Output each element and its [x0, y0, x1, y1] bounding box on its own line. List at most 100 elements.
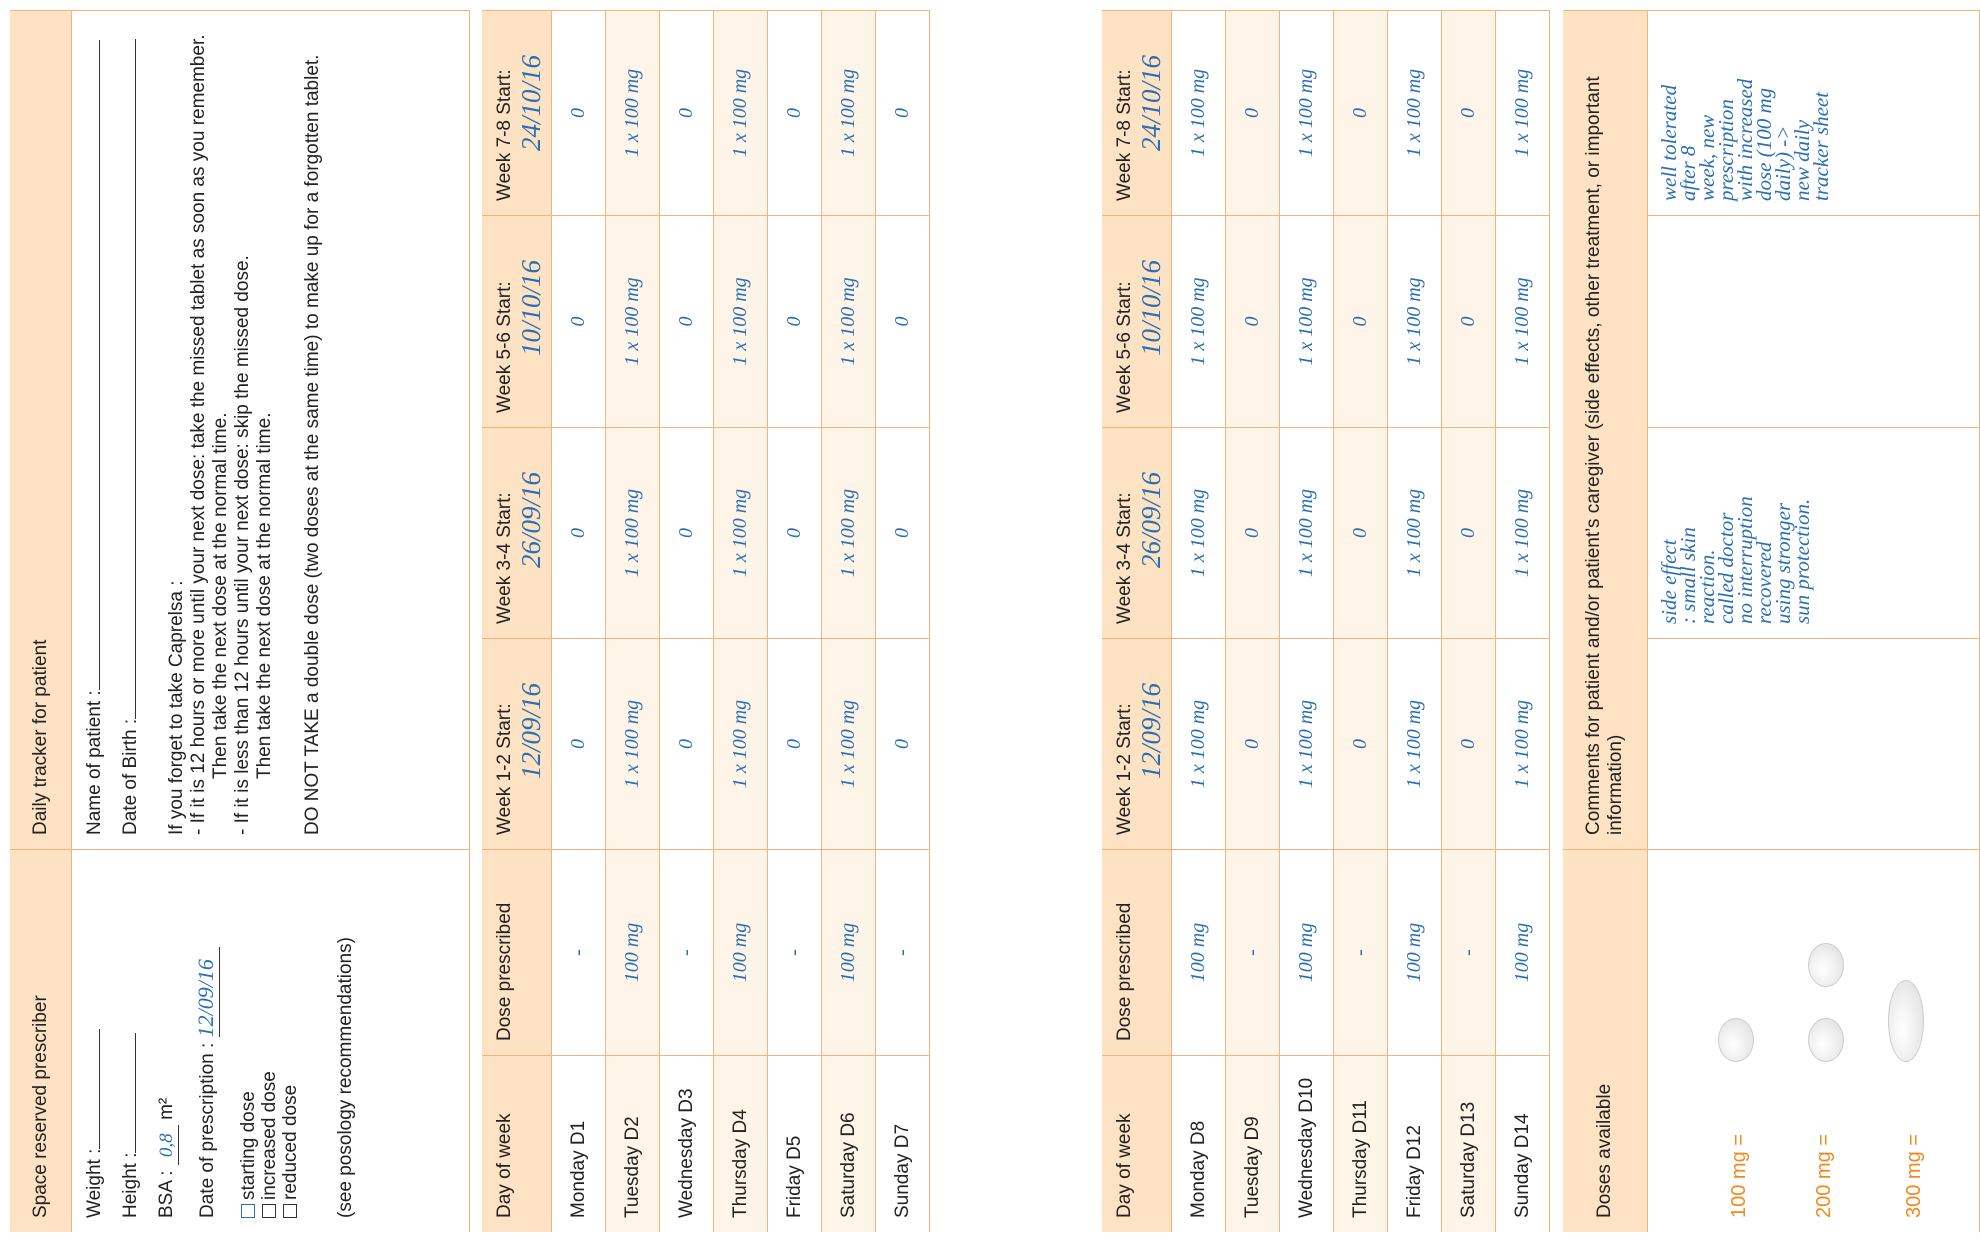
dose-cell: 0 — [660, 638, 714, 849]
dose-cell: - — [1334, 849, 1388, 1055]
header-label: Day of week — [1114, 1113, 1135, 1218]
day-label: Tuesday D9 — [1241, 1116, 1263, 1218]
dose-entry: 0 — [783, 316, 805, 327]
label: Name of patient : — [84, 690, 105, 835]
dose-cell: 0 — [1226, 427, 1280, 638]
dose-cell: 1 x 100 mg — [1172, 215, 1226, 427]
dose-cell: 1 x 100 mg — [1388, 215, 1442, 427]
start-date: 24/10/16 — [516, 55, 546, 152]
header-label: Dose prescribed — [494, 902, 515, 1041]
dose-entry: 0 — [675, 528, 697, 538]
handwritten-note: well tolerated after 8 week, new prescripti… — [1657, 16, 1833, 201]
header-label: Week 1-2 Start: — [1114, 703, 1135, 835]
table-header: Dose prescribed — [1102, 849, 1172, 1055]
blank — [135, 1032, 136, 1153]
dose-cell: 0 — [876, 427, 930, 638]
dose-cell: 0 — [552, 215, 606, 427]
day-label: Sunday D14 — [1511, 1113, 1533, 1218]
dose-cell: 1 x 100 mg — [1172, 427, 1226, 638]
dose-cell: 0 — [1334, 427, 1388, 638]
dose-entry: 0 — [567, 316, 589, 327]
dose-cell: 1 x 100 mg — [822, 215, 876, 427]
dose-cell: 1 x 100 mg — [606, 215, 660, 427]
dose-entry: 1 x 100 mg — [1511, 277, 1533, 366]
dose-entry: 1 x 100 mg — [1295, 488, 1317, 578]
checkbox — [262, 1204, 276, 1218]
note: (see posology recommendations) — [335, 937, 356, 1218]
pill-image — [1888, 980, 1924, 1062]
dose-cell: - — [660, 849, 714, 1055]
dose-entry: 1 x 100 mg — [729, 68, 751, 158]
bsa-unit: m² — [156, 1097, 177, 1120]
dose-cell: 100 mg — [1496, 849, 1550, 1055]
dose-entry: - — [783, 949, 805, 956]
dose-cell: 0 — [1226, 215, 1280, 427]
day-cell: Friday D5 — [768, 1055, 822, 1232]
day-label: Wednesday D10 — [1295, 1077, 1317, 1218]
day-cell: Wednesday D3 — [660, 1055, 714, 1232]
header-label: Week 1-2 Start: — [494, 703, 515, 835]
dose-entry: 0 — [891, 739, 913, 749]
dose-cell: 1 x 100 mg — [1496, 10, 1550, 215]
dose-entry: - — [1457, 949, 1479, 956]
field: Date of prescription : 12/09/16 — [193, 864, 220, 1218]
options: starting dose increased dose reduced dose — [238, 864, 301, 1218]
day-cell: Wednesday D10 — [1280, 1055, 1334, 1232]
dose-entry: 0 — [1349, 528, 1371, 538]
dose-entry: 100 mg — [1403, 922, 1425, 983]
dose-entry: 100 mg — [1187, 922, 1209, 983]
dose-cell: 1 x 100 mg — [714, 10, 768, 215]
dose-entry: 1 x 100 mg — [621, 488, 643, 578]
table-header: Week 1-2 Start: 12/09/16 — [482, 638, 552, 849]
day-label: Friday D5 — [783, 1135, 805, 1218]
date-value: 12/09/16 — [193, 947, 220, 1038]
dose-cell: 1 x 100 mg — [1280, 638, 1334, 849]
dose-entry: - — [1349, 949, 1371, 956]
dose-entry: 100 mg — [621, 922, 643, 983]
dose-entry: 1 x 100 mg — [1403, 699, 1425, 789]
dose-cell: 1 x 100 mg — [606, 10, 660, 215]
instruction: Then take the next dose at the normal ti… — [254, 412, 275, 779]
dose-entry: 0 — [1457, 739, 1479, 749]
dose-entry: 0 — [1349, 739, 1371, 749]
dose-cell: - — [552, 849, 606, 1055]
dose-entry: 1 x 100 mg — [729, 699, 751, 789]
dose-cell: 1 x 100 mg — [1388, 427, 1442, 638]
dose-entry: 1 x 100 mg — [1187, 277, 1209, 366]
patient-header: Daily tracker for patient — [10, 10, 72, 849]
start-date: 26/09/16 — [516, 472, 546, 569]
table-header: Week 3-4 Start: 26/09/16 — [482, 427, 552, 638]
dose-cell: 1 x 100 mg — [1496, 427, 1550, 638]
day-label: Saturday D6 — [837, 1112, 859, 1218]
prescriber-header: Space reserved prescriber — [10, 849, 72, 1232]
checkbox — [283, 1204, 297, 1218]
dose-cell: 1 x 100 mg — [606, 638, 660, 849]
dose-entry: 0 — [567, 739, 589, 749]
dose-item: 200 mg = — [1813, 1134, 1835, 1218]
dose-entry: 100 mg — [729, 922, 751, 983]
dose-cell: 1 x 100 mg — [1496, 215, 1550, 427]
pill-image — [1808, 943, 1844, 987]
dose-cell: 0 — [768, 215, 822, 427]
field: Date of Birth : — [120, 25, 142, 835]
dose-cell: 100 mg — [606, 849, 660, 1055]
dose-entry: 1 x 100 mg — [729, 277, 751, 366]
dose-cell: - — [876, 849, 930, 1055]
dose-entry: - — [1241, 949, 1263, 956]
label: Date of Birth : — [120, 718, 141, 835]
header-label: Week 7-8 Start: — [494, 69, 515, 201]
dose-cell: 100 mg — [714, 849, 768, 1055]
checkbox — [241, 1204, 255, 1218]
instruction: If you forget to take Caprelsa : — [166, 580, 187, 835]
dose-cell: - — [768, 849, 822, 1055]
dose-entry: - — [675, 949, 697, 956]
dose-entry: 0 — [891, 528, 913, 538]
dose-cell: - — [1226, 849, 1280, 1055]
note-line: sun protection. — [1790, 498, 1814, 624]
field: Name of patient : — [84, 25, 106, 835]
dose-cell: 0 — [552, 10, 606, 215]
comment-cell — [1648, 638, 1980, 849]
dose-cell: 0 — [660, 10, 714, 215]
dose-cell: 1 x 100 mg — [714, 427, 768, 638]
